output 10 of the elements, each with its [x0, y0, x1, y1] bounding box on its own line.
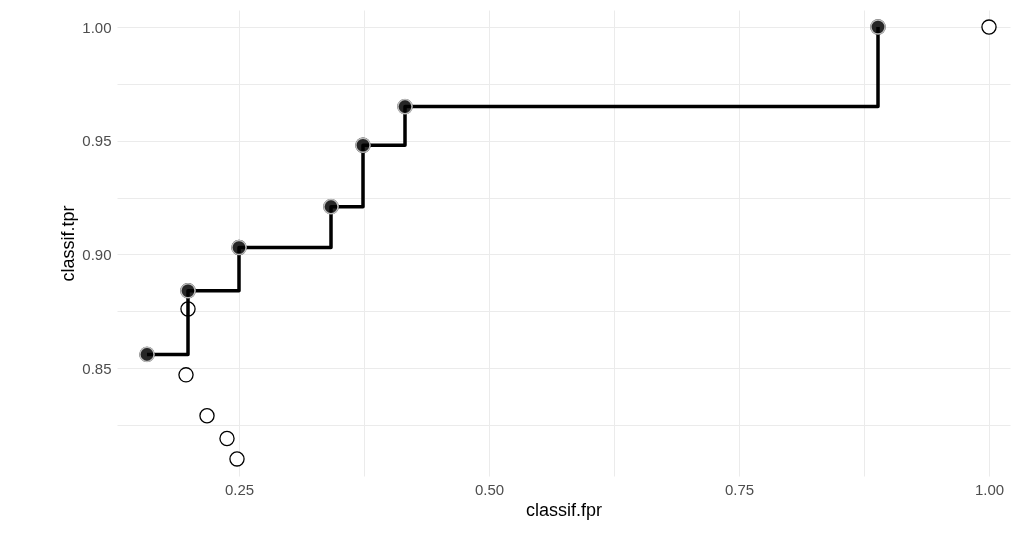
y-tick-label: 0.85 — [82, 359, 112, 377]
y-tick-label: 0.90 — [82, 245, 112, 263]
y-tick-label: 0.95 — [82, 132, 112, 150]
x-tick-label: 0.25 — [224, 480, 255, 498]
x-tick-label: 1.00 — [974, 480, 1005, 498]
y-axis-title: classif.tpr — [58, 205, 79, 282]
y-tick-label: 1.00 — [82, 18, 112, 36]
x-tick-label: 0.50 — [474, 480, 505, 498]
x-tick-label: 0.75 — [724, 480, 755, 498]
x-axis-title: classif.fpr — [525, 499, 603, 520]
